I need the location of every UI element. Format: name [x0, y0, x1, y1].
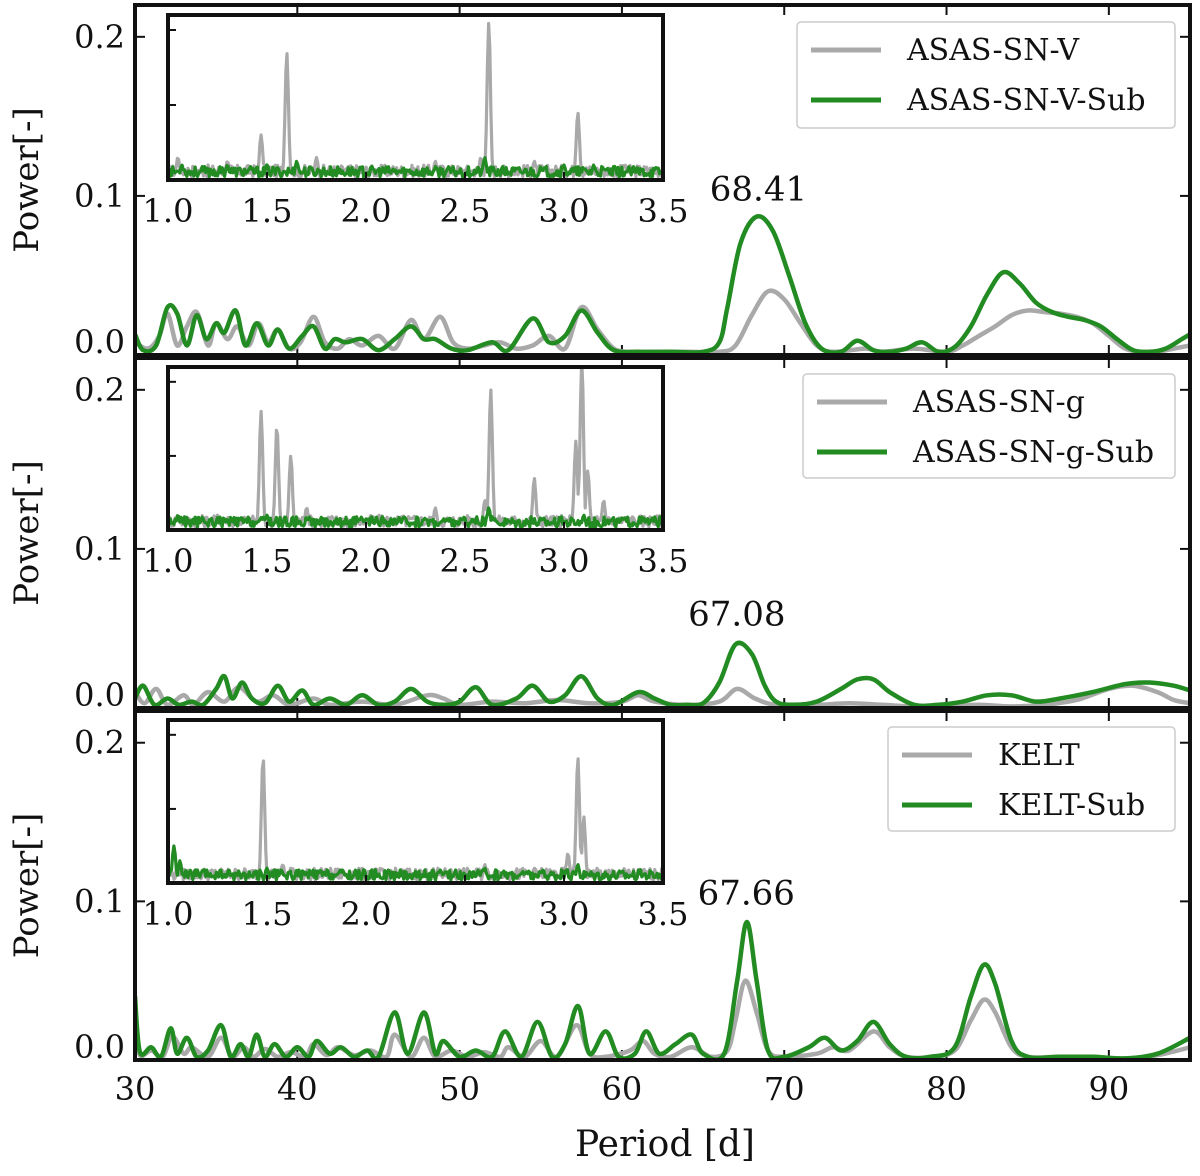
inset-x-tick-label: 1.0 [143, 895, 194, 933]
inset-series-group [168, 21, 663, 179]
inset-x-tick-label: 1.0 [143, 192, 194, 230]
panel-frame [133, 356, 1192, 710]
inset-x-tick-label: 3.5 [638, 895, 689, 933]
legend-entry: ASAS-SN-g-Sub [912, 435, 1154, 470]
inset-background [168, 720, 663, 883]
panel-asas-sn-g: Power[-]0.00.10.267.08ASAS-SN-gASAS-SN-g… [7, 356, 1192, 714]
inset: 1.0 1.5 2.0 2.5 3.0 3.5 [143, 365, 689, 580]
inset-x-tick-label: 2.5 [440, 542, 491, 580]
y-tick-label: 0.2 [74, 371, 125, 409]
inset-x-tick-label: 2.5 [440, 192, 491, 230]
legend: KELT KELT-Sub [887, 726, 1176, 832]
y-axis-label: Power[-] [7, 107, 47, 252]
legend-entry: ASAS-SN-V [906, 33, 1080, 68]
series-line-asas-sn-g-sub [135, 640, 1190, 708]
y-tick-label: 0.1 [74, 882, 125, 920]
legend-entry: KELT-Sub [998, 788, 1145, 823]
panel-frame [133, 3, 1192, 357]
inset-background [168, 15, 663, 180]
y-tick-label: 0.1 [74, 530, 125, 568]
inset-x-tick-label: 2.0 [341, 192, 392, 230]
inset-x-tick-label: 2.0 [341, 542, 392, 580]
inset-series-sub [168, 156, 663, 179]
inset-x-tick-label: 2.5 [440, 895, 491, 933]
panels-layer: Power[-]0.00.10.268.41ASAS-SN-VASAS-SN-V… [7, 3, 1192, 1108]
legend: ASAS-SN-V ASAS-SN-V-Sub [796, 21, 1176, 129]
inset-series-group [168, 757, 663, 882]
series-line-asas-sn-v-sub [135, 213, 1190, 355]
x-tick-label: 30 [115, 1070, 156, 1108]
series-group [135, 919, 1190, 1060]
x-tick-label: 60 [602, 1070, 643, 1108]
y-tick-label: 0.1 [74, 177, 125, 215]
inset-series-group [168, 367, 663, 529]
inset-frame [166, 365, 665, 532]
inset-x-tick-label: 1.5 [242, 192, 293, 230]
inset-x-tick-label: 2.0 [341, 895, 392, 933]
series-group [135, 213, 1190, 355]
y-tick-label: 0.0 [74, 676, 125, 714]
legend: ASAS-SN-g ASAS-SN-g-Sub [802, 373, 1176, 479]
inset: 1.0 1.5 2.0 2.5 3.0 3.5 [143, 13, 689, 230]
panel-kelt: Power[-] 0.0 0.1 0.2 30 40 50 60 70 80 90 67.66 KELT… [7, 709, 1192, 1108]
x-tick-label: 40 [277, 1070, 318, 1108]
legend-entry: KELT [998, 738, 1080, 773]
x-tick-label: 50 [439, 1070, 480, 1108]
y-tick-label: 0.0 [74, 323, 125, 361]
peak-label: 67.66 [698, 874, 795, 914]
legend-box [802, 373, 1176, 479]
x-tick-label: 80 [926, 1070, 967, 1108]
peak-label: 68.41 [710, 170, 807, 210]
legend-entry: ASAS-SN-V-Sub [906, 83, 1146, 118]
inset-x-tick-label: 3.0 [539, 895, 590, 933]
y-axis-label: Power[-] [7, 460, 47, 605]
inset-series-sub [168, 506, 663, 529]
inset-series-sub [168, 844, 663, 882]
inset-x-tick-label: 1.5 [242, 895, 293, 933]
legend-box [796, 21, 1176, 129]
y-tick-label: 0.0 [74, 1028, 125, 1066]
series-line-kelt-sub [135, 919, 1190, 1060]
panel-frame [133, 709, 1192, 1062]
inset-x-tick-label: 3.5 [638, 192, 689, 230]
panel-asas-sn-v: Power[-]0.00.10.268.41ASAS-SN-VASAS-SN-V… [7, 3, 1192, 361]
inset: 1.0 1.5 2.0 2.5 3.0 3.5 [143, 718, 689, 933]
inset-x-tick-label: 3.0 [539, 542, 590, 580]
legend-entry: ASAS-SN-g [912, 385, 1085, 420]
x-axis-label: Period [d] [575, 1124, 755, 1165]
inset-x-tick-label: 1.0 [143, 542, 194, 580]
x-tick-label: 70 [764, 1070, 805, 1108]
y-tick-label: 0.2 [74, 18, 125, 56]
inset-frame [166, 718, 665, 885]
inset-x-tick-label: 3.0 [539, 192, 590, 230]
inset-x-tick-label: 3.5 [638, 542, 689, 580]
y-axis-label: Power[-] [7, 813, 47, 958]
peak-label: 67.08 [688, 594, 785, 634]
inset-frame [166, 13, 665, 182]
y-tick-label: 0.2 [74, 724, 125, 762]
inset-x-tick-label: 1.5 [242, 542, 293, 580]
x-tick-label: 90 [1088, 1070, 1129, 1108]
